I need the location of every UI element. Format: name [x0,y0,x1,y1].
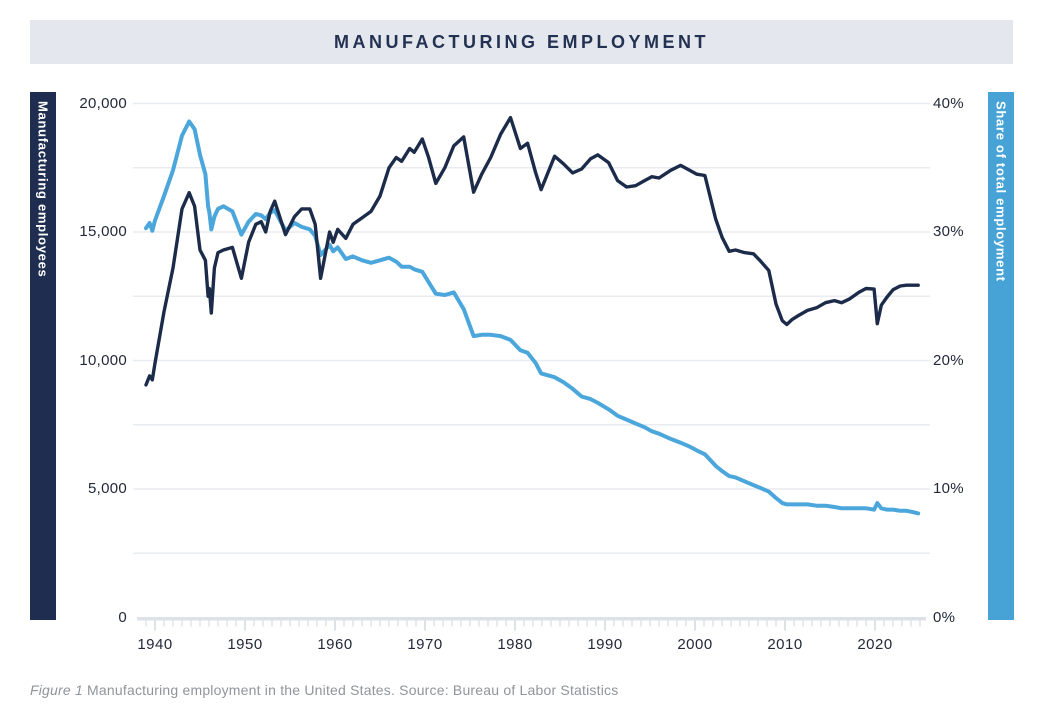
x-axis-tick-label: 2010 [767,636,803,653]
right-axis-title: Share of total employment [993,101,1009,282]
right-axis-title-bar: Share of total employment [988,92,1014,620]
x-axis-tick-label: 1960 [317,636,353,653]
left-axis-tick-label: 5,000 [87,480,127,497]
right-axis-tick-label: 20% [933,351,964,369]
x-axis-baseline [137,617,926,621]
x-axis-tick-label: 1990 [587,636,623,653]
gridlines [133,102,930,554]
x-axis-tick-label: 1970 [407,636,443,653]
left-axis-title-bar: Manufacturing employees [30,92,56,620]
figure-caption-label: Figure 1 [30,682,83,698]
share-line [144,119,921,516]
right-axis-tick-label: 0% [933,608,956,626]
chart-title-banner: MANUFACTURING EMPLOYMENT [30,20,1013,64]
chart-title: MANUFACTURING EMPLOYMENT [334,31,709,52]
right-axis-tick-label: 10% [933,480,964,497]
left-axis-tick-label: 20,000 [79,94,127,112]
x-axis-tick-label: 1940 [137,636,173,653]
x-axis-tick-label: 1980 [497,636,533,653]
figure-caption-text: Manufacturing employment in the United S… [82,682,619,698]
left-axis-title: Manufacturing employees [35,101,51,278]
right-axis-tick-label: 30% [933,223,964,240]
left-axis-tick-label: 0 [118,608,127,626]
left-axis-tick-label: 10,000 [79,351,127,369]
x-axis-tick-label: 2020 [857,636,893,653]
x-axis [137,617,926,631]
left-axis-tick-label: 15,000 [79,223,127,240]
right-axis-tick-label: 40% [933,94,964,112]
employment-line [144,115,920,387]
x-axis-tick-label: 2000 [677,636,713,653]
figure-caption: Figure 1 Manufacturing employment in the… [30,682,618,698]
x-axis-tick-label: 1950 [227,636,263,653]
